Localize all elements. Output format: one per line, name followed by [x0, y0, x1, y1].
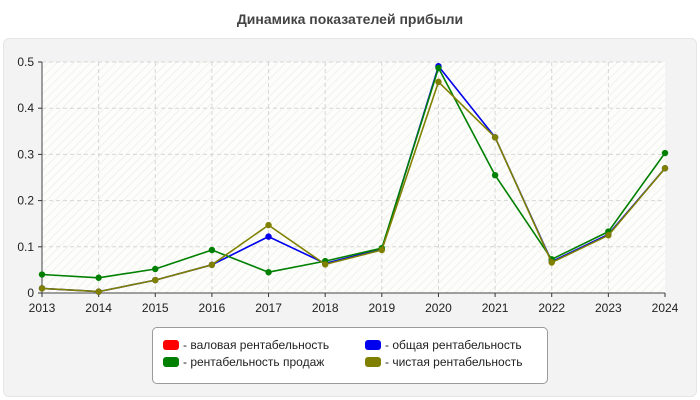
data-point-3 [95, 288, 102, 295]
chart-title: Динамика показателей прибыли [236, 11, 464, 27]
x-tick-label: 2018 [312, 301, 339, 315]
y-tick-label: 0 [27, 286, 34, 300]
x-tick-label: 2016 [199, 301, 226, 315]
x-tick-label: 2021 [482, 301, 509, 315]
data-point-2 [661, 149, 669, 157]
data-point-3 [661, 165, 669, 172]
data-point-3 [321, 261, 329, 268]
legend-label: - рентабельность продаж [183, 355, 325, 369]
x-tick-label: 2017 [255, 301, 282, 315]
y-tick-label: 0.5 [17, 55, 34, 69]
data-point-3 [491, 134, 499, 141]
data-point-2 [208, 246, 216, 254]
x-tick-label: 2020 [425, 301, 452, 315]
legend-item: - рентабельность продаж [163, 355, 324, 369]
legend-item: - общая рентабельность [365, 338, 522, 352]
data-point-3 [38, 285, 46, 292]
plot-area [42, 62, 665, 293]
data-point-3 [435, 78, 442, 86]
y-tick-label: 0.2 [17, 194, 34, 208]
x-tick-label: 2022 [538, 301, 565, 315]
x-tick-label: 2023 [595, 301, 622, 315]
data-point-2 [38, 271, 46, 278]
x-tick-label: 2024 [652, 301, 679, 315]
legend-label: - общая рентабельность [385, 338, 522, 352]
data-point-2 [435, 64, 442, 72]
data-point-3 [548, 259, 555, 266]
legend-swatch [163, 340, 179, 350]
data-point-3 [605, 232, 612, 239]
chart-legend: - валовая рентабельность - общая рентабел… [152, 327, 548, 384]
series-line-2 [41, 67, 666, 279]
x-tick-label: 2015 [142, 301, 169, 315]
data-point-3 [378, 246, 386, 254]
legend-swatch [163, 357, 179, 367]
legend-swatch [365, 340, 381, 350]
legend-swatch [365, 357, 381, 367]
data-point-1 [265, 233, 272, 240]
legend-label: - чистая рентабельность [385, 355, 523, 369]
legend-item: - чистая рентабельность [365, 355, 522, 369]
series-line-3 [41, 81, 666, 293]
y-tick-label: 0.4 [17, 101, 34, 115]
x-tick-label: 2013 [29, 301, 56, 315]
data-point-3 [152, 276, 159, 284]
data-point-3 [265, 221, 272, 229]
data-point-2 [265, 269, 272, 276]
x-tick-label: 2019 [368, 301, 395, 315]
data-point-2 [491, 171, 499, 179]
y-tick-label: 0.3 [17, 147, 34, 161]
data-point-2 [95, 274, 102, 281]
legend-item: - валовая рентабельность [163, 338, 329, 352]
legend-label: - валовая рентабельность [183, 338, 330, 352]
data-point-3 [208, 261, 216, 269]
data-point-2 [152, 265, 159, 273]
x-tick-label: 2014 [85, 301, 112, 315]
y-tick-label: 0.1 [17, 240, 34, 254]
